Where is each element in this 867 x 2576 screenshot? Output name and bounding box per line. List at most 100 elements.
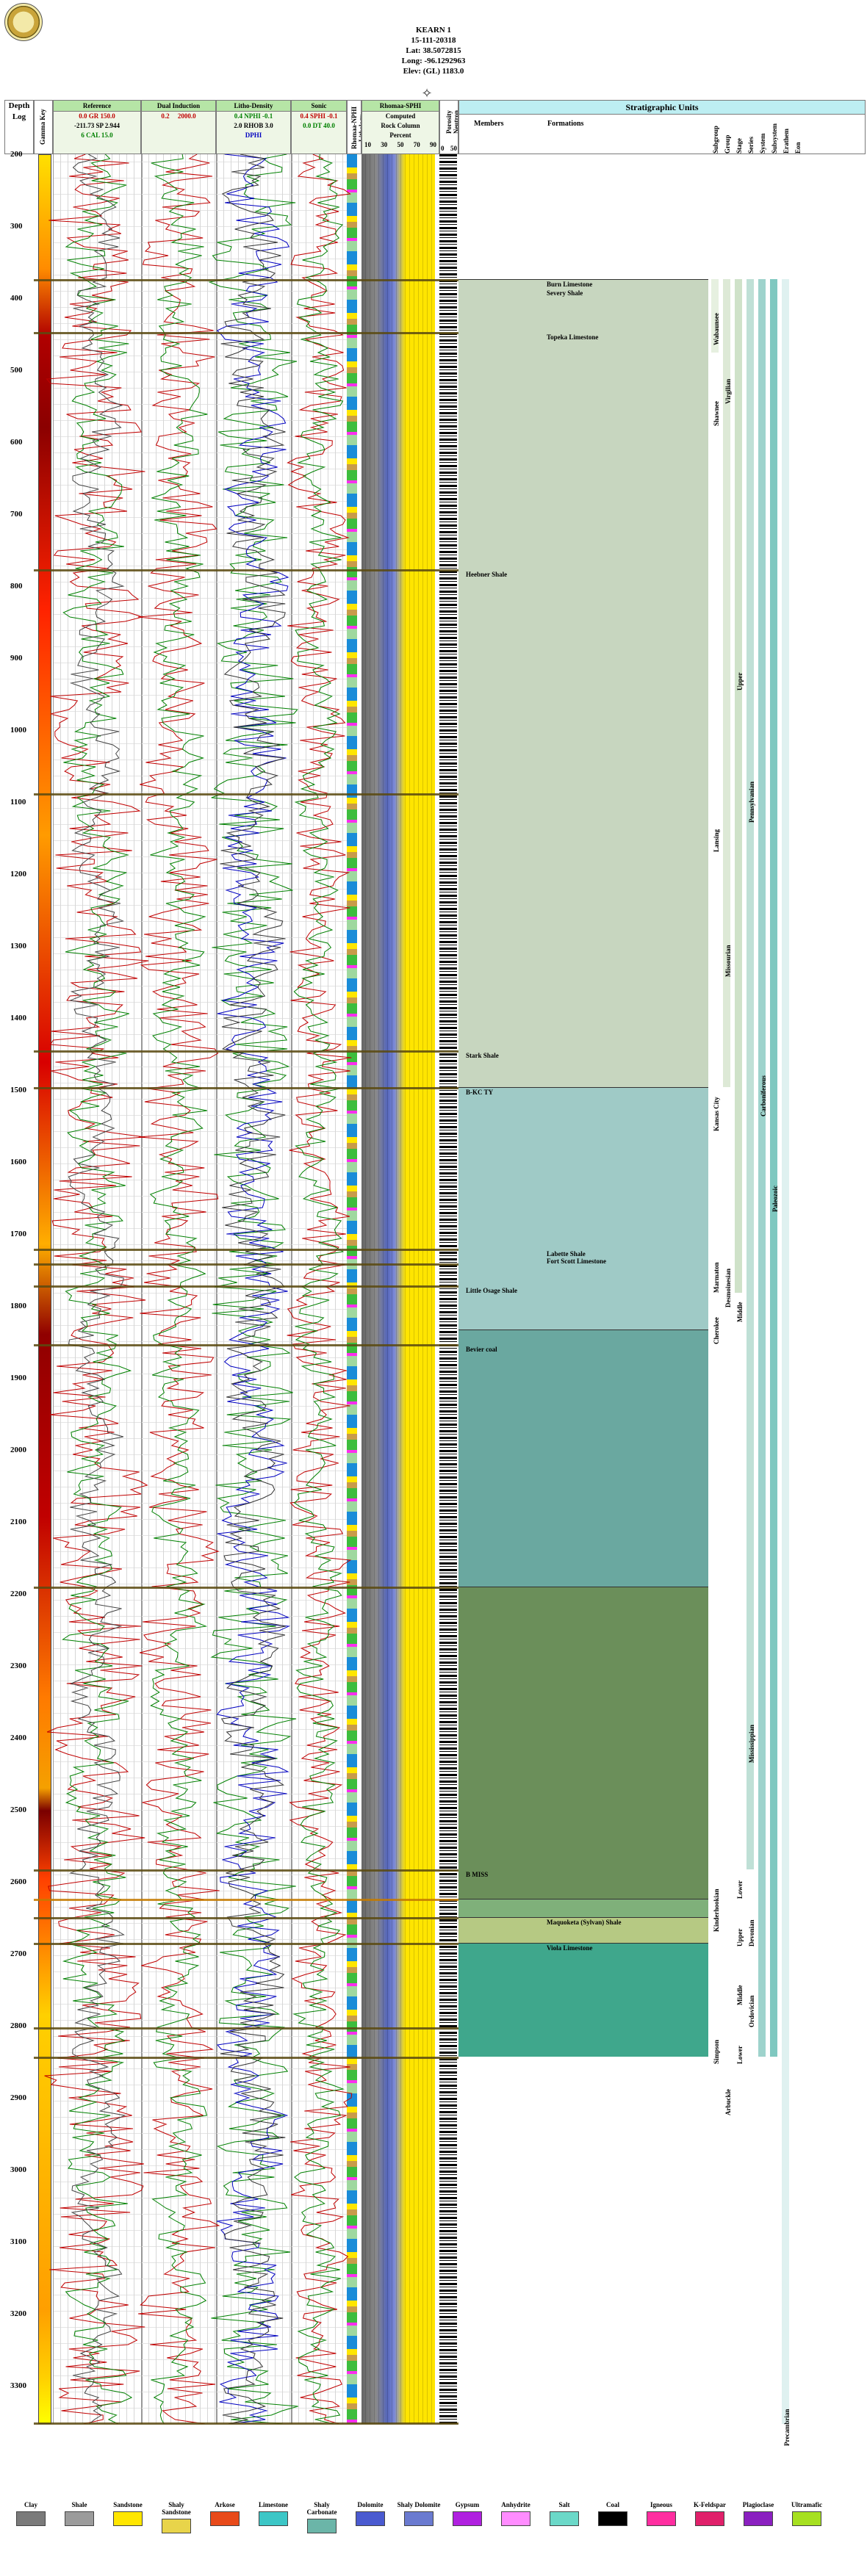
marker-line: [34, 569, 458, 571]
log-curve: [208, 154, 298, 2424]
strat-band-pennsylvanian-upper: [458, 279, 708, 1087]
marker-line: [34, 1899, 458, 1901]
legend-label: Dolomite: [357, 2501, 384, 2508]
group-label-shawnee: Shawnee: [713, 400, 720, 426]
depth-label: 700: [10, 510, 23, 519]
side-label-stage: Stage: [735, 138, 743, 154]
depth-label: 2100: [10, 1518, 26, 1526]
strat-unit-label: Topeka Limestone: [547, 333, 599, 341]
depth-label: 1600: [10, 1158, 26, 1166]
depth-label: 1900: [10, 1374, 26, 1382]
legend-swatch: [550, 2511, 579, 2526]
depth-label: 800: [10, 582, 23, 591]
ild-min: 0.2: [161, 112, 170, 120]
legend-item: Shaly Dolomite: [397, 2501, 441, 2526]
sphi-label: SPHI: [309, 112, 325, 120]
strat-band-missourian: [458, 1087, 708, 1330]
legend-label: Clay: [24, 2501, 37, 2508]
computed-line1: Computed: [385, 112, 416, 120]
marker-line: [34, 1087, 458, 1089]
log-curve: [44, 154, 149, 2424]
legend-swatch: [453, 2511, 482, 2526]
legend-label: Shale: [71, 2501, 87, 2508]
gamma-key-header: Gamma Key: [34, 100, 53, 154]
porosity-scale-min: 0: [441, 145, 445, 152]
rhob-min: 2.0: [234, 122, 242, 129]
legend-item: K-Feldspar: [688, 2501, 732, 2526]
marker-line: [34, 2057, 458, 2059]
marker-line: [34, 1869, 458, 1872]
log-curve: [292, 154, 345, 2424]
depth-label: 1000: [10, 726, 26, 735]
legend-swatch: [792, 2511, 821, 2526]
marker-line: [34, 1285, 458, 1288]
depth-label: 1300: [10, 942, 26, 950]
strat-title: Stratigraphic Units: [459, 101, 865, 115]
depth-label: 3200: [10, 2309, 26, 2318]
depth-header: Depth Log: [4, 100, 34, 154]
strat-members-label: Members: [474, 120, 504, 128]
legend-label: Plagioclase: [742, 2501, 774, 2508]
strat-band-kinderhookian: [458, 1899, 708, 1917]
computed-scale-50: 50: [397, 141, 404, 148]
rhob-label: RHOB: [243, 122, 264, 129]
well-lat: Lat: 38.5072815: [406, 46, 461, 55]
strat-unit-label: Bevier coal: [466, 1346, 497, 1353]
north-arrow-icon: ✧: [421, 86, 433, 101]
group-label-simpson: Simpson: [713, 2039, 720, 2064]
legend-item: Clay: [9, 2501, 53, 2526]
kgs-logo: [4, 3, 43, 41]
log-curve: [149, 154, 208, 2424]
strat-unit-label: Heebner Shale: [466, 571, 508, 578]
depth-label: 2900: [10, 2093, 26, 2102]
nphi-max: -0.1: [262, 112, 273, 120]
stage-label-desmoinesian: Desmoinesian: [724, 1268, 732, 1307]
lithology-title: Rhomaa-NPHI Lithology: [350, 107, 361, 149]
side-label-subsystem: Subsystem: [771, 123, 778, 154]
system-label-pennsylvanian: Pennsylvanian: [748, 781, 755, 823]
legend-item: Dolomite: [348, 2501, 392, 2526]
legend-item: Shale: [57, 2501, 101, 2526]
legend-label: Gypsum: [455, 2501, 480, 2508]
marker-line: [34, 2027, 458, 2030]
computed-scale-90: 90: [430, 141, 436, 148]
porosity-header: Porosity Neutron 0 50: [439, 100, 458, 154]
group-wabaunsee: [711, 279, 719, 353]
gr-label: GR: [88, 112, 99, 120]
strat-band-mississippian: [458, 1587, 708, 1899]
legend-swatch: [356, 2511, 385, 2526]
marker-line: [34, 1587, 458, 1589]
legend-label: Anhydrite: [501, 2501, 530, 2508]
porosity-scale-max: 50: [450, 145, 457, 152]
legend-swatch: [65, 2511, 94, 2526]
porosity-column: [439, 154, 457, 2424]
litho-density-header: Litho-Density 0.4 NPHI -0.1 2.0 RHOB 3.0…: [216, 100, 291, 154]
group-label-marmaton: Marmaton: [713, 1262, 720, 1294]
gamma-key-title: Gamma Key: [39, 109, 46, 145]
group-label-wabaunsee: Wabaunsee: [713, 312, 720, 345]
depth-label: 400: [10, 294, 23, 303]
depth-label: 2500: [10, 1805, 26, 1814]
strat-unit-label: Fort Scott Limestone: [547, 1258, 606, 1265]
system-label-devonian: Devonian: [748, 1919, 755, 1947]
log-curve: [287, 154, 353, 2424]
strat-unit-label: Severy Shale: [547, 289, 583, 297]
legend-item: Ultramafic: [785, 2501, 829, 2526]
depth-label: 900: [10, 654, 23, 663]
litho-density-title: Litho-Density: [217, 101, 290, 112]
legend-swatch: [647, 2511, 676, 2526]
strat-band-devonian: [458, 1917, 708, 1943]
computed-scale-10: 10: [364, 141, 371, 148]
group-label-arbuckle: Arbuckle: [724, 2089, 732, 2115]
depth-label: 300: [10, 222, 23, 231]
reference-track: [53, 154, 143, 2424]
well-name: KEARN 1: [416, 26, 451, 35]
strat-unit-label: B MISS: [466, 1871, 489, 1878]
nphi-min: 0.4: [234, 112, 242, 120]
legend-swatch: [113, 2511, 143, 2526]
depth-label: 1200: [10, 870, 26, 878]
series-label-middle-2: Middle: [736, 1985, 744, 2005]
dphi-label: DPHI: [245, 131, 262, 139]
side-label-subgroup: Subgroup: [712, 126, 719, 154]
depth-label: 1800: [10, 1302, 26, 1310]
